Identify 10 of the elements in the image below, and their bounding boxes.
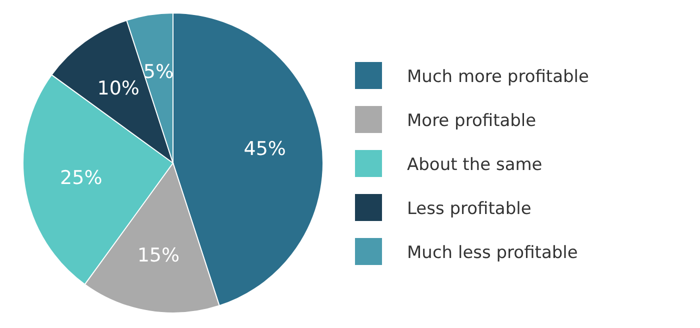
legend-label: More profitable bbox=[407, 110, 536, 131]
data-label: 45% bbox=[244, 138, 286, 160]
legend-label: Less profitable bbox=[407, 198, 532, 219]
data-label: 15% bbox=[137, 244, 180, 267]
legend-label: About the same bbox=[407, 154, 542, 175]
data-label: 5% bbox=[143, 60, 174, 83]
data-label: 25% bbox=[60, 167, 102, 190]
legend-label: Much more profitable bbox=[407, 66, 589, 87]
legend-label: Much less profitable bbox=[407, 242, 578, 263]
data-label: 10% bbox=[97, 77, 140, 100]
